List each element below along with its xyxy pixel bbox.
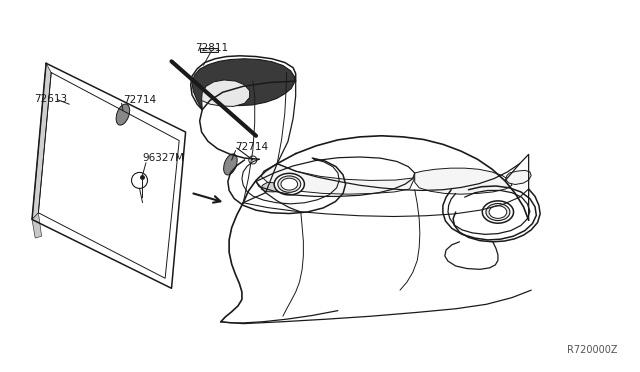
Text: 72714: 72714 <box>123 96 156 105</box>
Polygon shape <box>261 164 415 194</box>
Text: R720000Z: R720000Z <box>567 345 618 355</box>
Polygon shape <box>506 170 531 185</box>
Ellipse shape <box>116 104 130 125</box>
Polygon shape <box>415 168 512 194</box>
Ellipse shape <box>281 178 298 190</box>
Polygon shape <box>192 59 294 110</box>
Ellipse shape <box>223 154 237 175</box>
Polygon shape <box>261 182 282 192</box>
Ellipse shape <box>274 173 305 195</box>
Text: 96327M: 96327M <box>142 153 184 163</box>
Ellipse shape <box>278 176 301 192</box>
Ellipse shape <box>483 201 513 223</box>
Polygon shape <box>200 48 218 52</box>
Polygon shape <box>202 80 250 106</box>
Text: 72811: 72811 <box>195 44 228 53</box>
Polygon shape <box>32 63 51 219</box>
Ellipse shape <box>486 203 510 221</box>
Polygon shape <box>32 213 42 238</box>
Text: 72613: 72613 <box>35 94 68 103</box>
Text: 72714: 72714 <box>236 142 269 152</box>
Ellipse shape <box>489 206 507 218</box>
